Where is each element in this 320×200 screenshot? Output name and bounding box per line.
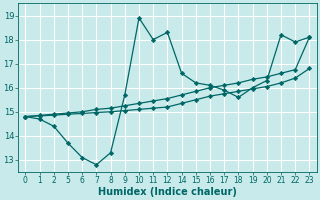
X-axis label: Humidex (Indice chaleur): Humidex (Indice chaleur) — [98, 187, 237, 197]
